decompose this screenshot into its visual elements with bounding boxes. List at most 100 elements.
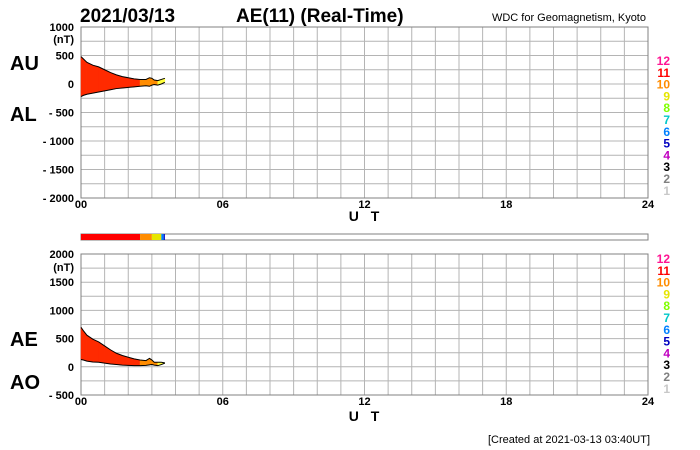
station-count-segment [161, 234, 164, 240]
series-band-segment [98, 66, 105, 93]
panel-au-al-xticks: 00 06 12 18 24 [75, 199, 655, 211]
station-legend-label: 12 [657, 54, 671, 68]
station-count-segment [81, 234, 141, 240]
y-tick-label: 1500 [50, 277, 74, 289]
series-band-segment [110, 72, 117, 91]
panel-au-al-lower-label: AL [10, 104, 37, 126]
station-legend-label: 5 [663, 137, 670, 151]
series-band-segment [86, 61, 94, 95]
series-line-ae [80, 327, 165, 364]
station-legend-label: 5 [663, 335, 670, 349]
station-legend-label: 8 [663, 101, 670, 115]
panel-au-al-unit: (nT) [53, 34, 74, 46]
station-legend-label: 4 [663, 346, 670, 360]
y-tick-label: - 2000 [43, 193, 74, 205]
panel-au-al-xlabel: U T [349, 208, 384, 224]
station-count-segments [81, 234, 165, 240]
y-tick-label: 1000 [50, 305, 74, 317]
station-count-segment [151, 234, 162, 240]
series-band-segment [86, 334, 94, 363]
x-tick-label: 18 [500, 396, 512, 408]
x-tick-label: 18 [500, 199, 512, 211]
series-band-segment [83, 58, 88, 96]
panel-au-al-yticks: 1000 500 0 - 500 - 1000 - 1500 - 2000 [43, 22, 74, 205]
panel-ae-ao-xticks: 00 06 12 18 24 [75, 396, 655, 408]
x-tick-label: 06 [217, 199, 229, 211]
station-legend-label: 12 [657, 252, 671, 266]
x-tick-label: 24 [642, 199, 655, 211]
series-band-segment [122, 76, 129, 89]
y-tick-label: - 500 [49, 108, 74, 120]
series-line-al [80, 81, 166, 97]
series-band-segment [92, 64, 99, 94]
y-tick-label: - 500 [49, 390, 74, 402]
panel-ae-ao-yticks: 2000 1500 1000 500 0 - 500 [49, 249, 74, 402]
station-legend-label: 11 [657, 264, 670, 278]
series-line-ao [80, 358, 166, 367]
station-legend-label: 6 [663, 125, 670, 139]
station-legend-label: 3 [663, 358, 670, 372]
y-tick-label: 500 [56, 334, 74, 346]
x-tick-label: 12 [358, 199, 370, 211]
panel-ae-ao-grid [80, 253, 649, 396]
panel-ae-ao-upper-label: AE [10, 329, 38, 351]
station-count-frame [80, 233, 649, 241]
y-tick-label: - 1000 [43, 136, 74, 148]
panel-ae-ao-lower-label: AO [10, 372, 40, 394]
series-band-segment [80, 56, 84, 97]
station-legend-label: 3 [663, 160, 670, 174]
header-title: AE(11) (Real-Time) [236, 6, 404, 27]
x-tick-label: 12 [358, 396, 370, 408]
station-legend-label: 1 [663, 382, 670, 396]
station-legend-label: 7 [663, 311, 670, 325]
station-legend-label: 9 [663, 287, 670, 301]
y-tick-label: 1000 [50, 22, 74, 34]
station-legend-label: 9 [663, 89, 670, 103]
panel-ae-ao: 2000 1500 1000 500 0 - 500 00 06 12 18 24 (nT) AE… [10, 249, 655, 424]
series-band-segment [139, 79, 147, 87]
series-line-au [80, 56, 166, 82]
series-band-segment [133, 78, 141, 88]
plot-frame [80, 26, 649, 199]
panel-ae-ao-xlabel: U T [349, 408, 384, 424]
station-legend-label: 8 [663, 299, 670, 313]
series-band-segment [80, 326, 84, 361]
station-legend-label: 7 [663, 113, 670, 127]
y-tick-label: - 1500 [43, 165, 74, 177]
series-band-segment [92, 338, 99, 363]
panel-ae-ao-unit: (nT) [53, 262, 74, 274]
x-tick-label: 00 [75, 396, 87, 408]
panel-au-al-series [80, 56, 166, 97]
station-legend-label: 10 [657, 78, 671, 92]
header-source: WDC for Geomagnetism, Kyoto [492, 12, 646, 24]
series-band-segment [104, 345, 111, 365]
plot-frame [80, 253, 649, 396]
y-tick-label: 0 [68, 362, 74, 374]
panel-au-al: 1000 500 0 - 500 - 1000 - 1500 - 2000 00 06 12 18… [10, 22, 655, 224]
station-legend-label: 11 [657, 66, 670, 80]
panel-au-al-upper-label: AU [10, 53, 39, 75]
y-tick-label: 0 [68, 79, 74, 91]
station-legend-label: 2 [663, 370, 670, 384]
station-count-segment [140, 234, 152, 240]
panel-au-al-grid [80, 26, 649, 199]
y-tick-label: 500 [56, 51, 74, 63]
y-tick-label: 2000 [50, 249, 74, 261]
series-band-segment [104, 69, 111, 92]
x-tick-label: 06 [217, 396, 229, 408]
station-legend-label: 1 [663, 184, 670, 198]
header-date: 2021/03/13 [80, 6, 175, 27]
station-count-segment [163, 234, 165, 240]
station-count-strip [80, 233, 649, 241]
station-legend-label: 10 [657, 276, 671, 290]
x-tick-label: 24 [642, 396, 655, 408]
station-legend-label: 6 [663, 323, 670, 337]
footer-created: [Created at 2021-03-13 03:40UT] [488, 434, 650, 446]
series-band-segment [116, 74, 123, 89]
station-legend-label: 2 [663, 172, 670, 186]
station-legend-label: 4 [663, 148, 670, 162]
x-tick-label: 00 [75, 199, 87, 211]
